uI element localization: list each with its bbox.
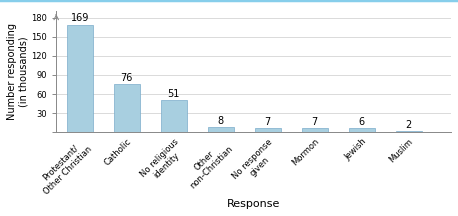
Bar	[349, 129, 375, 132]
X-axis label: Response: Response	[227, 199, 280, 209]
Text: 2: 2	[406, 120, 412, 130]
Text: 6: 6	[359, 117, 365, 127]
Text: 51: 51	[168, 89, 180, 98]
Bar	[208, 127, 234, 132]
Text: 7: 7	[265, 117, 271, 127]
Bar	[255, 128, 281, 132]
Y-axis label: Number responding
(in thousands): Number responding (in thousands)	[7, 23, 28, 120]
Bar	[302, 128, 327, 132]
Text: 8: 8	[218, 116, 224, 126]
Text: 7: 7	[311, 117, 318, 127]
Bar	[114, 84, 140, 132]
Text: 76: 76	[120, 73, 133, 83]
Text: 169: 169	[71, 13, 89, 23]
Bar	[67, 25, 93, 132]
Bar	[396, 131, 422, 132]
Bar	[161, 100, 187, 132]
